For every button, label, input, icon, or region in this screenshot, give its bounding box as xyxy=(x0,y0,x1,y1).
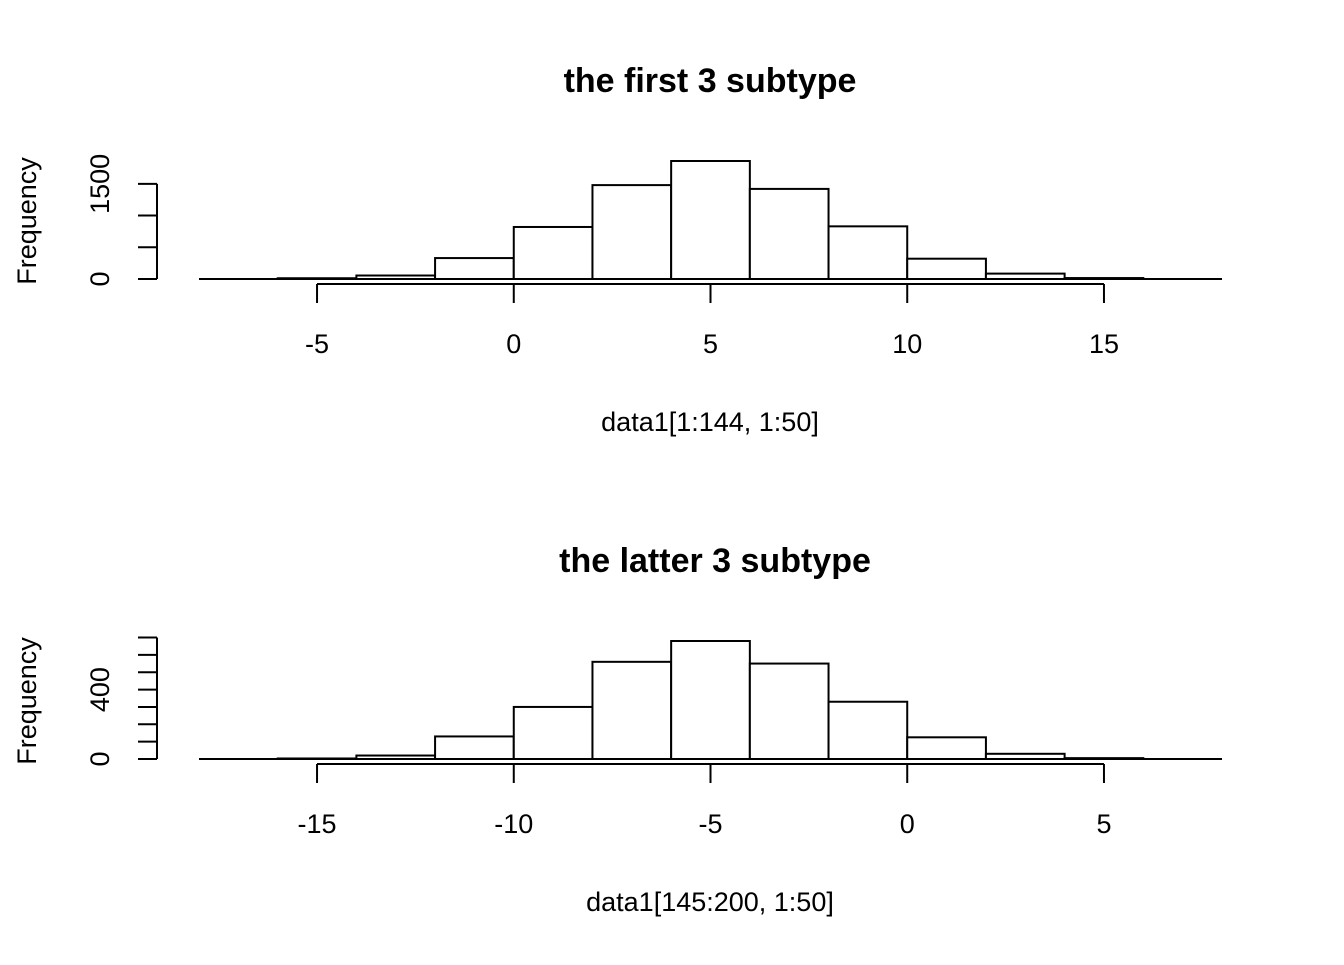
histogram-bar xyxy=(906,736,987,761)
x-axis-label: data1[1:144, 1:50] xyxy=(601,407,819,437)
y-tick-label: 0 xyxy=(85,751,115,766)
histogram-bar xyxy=(591,660,673,761)
x-tick-label: -15 xyxy=(298,809,337,839)
histogram-bar xyxy=(670,640,751,760)
histogram-bar xyxy=(434,257,515,280)
y-tick-label: 400 xyxy=(85,667,115,712)
histogram-bar xyxy=(512,225,594,281)
histogram-bar xyxy=(748,662,830,761)
y-axis-label: Frequency xyxy=(12,637,42,765)
bars-group xyxy=(199,160,1222,281)
x-tick-label: 10 xyxy=(892,329,922,359)
x-tick-label: 0 xyxy=(506,329,521,359)
y-tick-label: 1500 xyxy=(85,154,115,214)
chart-title: the latter 3 subtype xyxy=(559,542,871,580)
histogram-bar xyxy=(827,225,909,280)
histogram-panel-latter: the latter 3 subtype data1[145:200, 1:50… xyxy=(12,542,1222,917)
x-axis: -5 0 5 10 15 xyxy=(305,283,1119,359)
x-tick-label: -5 xyxy=(698,809,722,839)
x-tick-label: 0 xyxy=(900,809,915,839)
histogram-bar xyxy=(434,735,515,760)
x-tick-label: -10 xyxy=(494,809,533,839)
x-tick-label: 15 xyxy=(1089,329,1119,359)
histogram-bar xyxy=(512,705,594,760)
x-tick-label: 5 xyxy=(703,329,718,359)
histogram-panel-first: the first 3 subtype data1[1:144, 1:50] F… xyxy=(12,62,1222,437)
bars-group xyxy=(199,640,1222,761)
x-tick-label: 5 xyxy=(1096,809,1111,839)
x-axis: -15 -10 -5 0 5 xyxy=(298,763,1111,839)
y-axis-label: Frequency xyxy=(12,157,42,285)
y-axis: 0 400 xyxy=(85,636,158,767)
histogram-bar xyxy=(670,160,751,280)
histogram-bar xyxy=(906,257,987,280)
histogram-bar xyxy=(827,700,909,760)
y-tick-label: 0 xyxy=(85,271,115,286)
y-axis: 0 1500 xyxy=(85,154,158,287)
x-axis-label: data1[145:200, 1:50] xyxy=(586,887,834,917)
chart-title: the first 3 subtype xyxy=(564,62,857,100)
histogram-bar xyxy=(748,187,830,280)
histogram-bar xyxy=(591,184,673,280)
x-tick-label: -5 xyxy=(305,329,329,359)
